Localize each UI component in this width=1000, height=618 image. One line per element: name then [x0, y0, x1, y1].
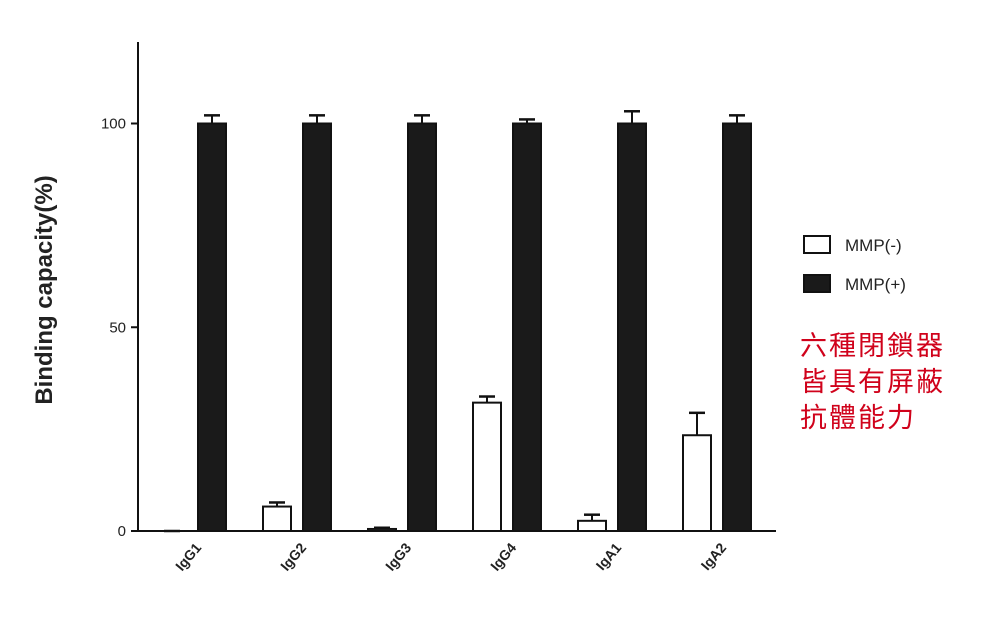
legend-swatch: [803, 235, 831, 254]
bar: [407, 122, 437, 532]
annotation: 皆具有屏蔽: [800, 367, 945, 398]
x-tick-label: IgA1: [593, 539, 625, 573]
x-tick-label: IgG1: [172, 539, 204, 573]
annotation: 抗體能力: [800, 403, 916, 434]
y-axis-label: Binding capacity(%): [31, 175, 58, 404]
y-tick-label: 100: [101, 116, 126, 133]
y-tick-label: 0: [118, 523, 126, 540]
bar: [722, 122, 752, 532]
bar: [197, 122, 227, 532]
x-tick-label: IgG3: [382, 539, 414, 573]
bar: [262, 505, 292, 532]
x-tick-label: IgG2: [277, 539, 309, 573]
y-tick-label: 50: [109, 319, 126, 336]
x-tick-label: IgG4: [487, 539, 519, 573]
bar: [682, 434, 712, 532]
bar: [472, 401, 502, 533]
bar: [617, 122, 647, 532]
bar: [577, 519, 607, 532]
annotation: 六種閉鎖器: [800, 331, 945, 362]
legend-label: MMP(-): [845, 236, 902, 255]
bar: [512, 122, 542, 532]
legend-label: MMP(+): [845, 275, 906, 294]
bar: [367, 527, 397, 533]
bar: [302, 122, 332, 532]
legend-swatch: [803, 274, 831, 293]
x-tick-label: IgA2: [698, 539, 730, 573]
